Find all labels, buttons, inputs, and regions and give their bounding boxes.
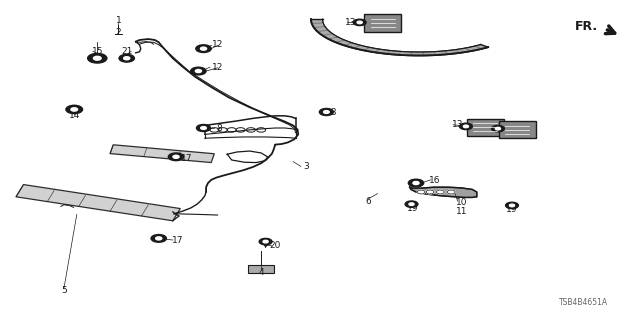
Polygon shape	[410, 187, 477, 197]
Text: 19: 19	[407, 204, 419, 212]
Polygon shape	[311, 19, 488, 55]
Circle shape	[436, 190, 444, 194]
Circle shape	[191, 67, 206, 75]
Circle shape	[259, 238, 272, 245]
Circle shape	[156, 237, 162, 240]
Circle shape	[263, 240, 268, 243]
Circle shape	[88, 53, 107, 63]
Circle shape	[196, 124, 211, 132]
Text: 3: 3	[303, 162, 308, 171]
Polygon shape	[16, 185, 180, 221]
Text: 17: 17	[172, 236, 184, 245]
Circle shape	[405, 201, 418, 207]
Circle shape	[201, 127, 206, 129]
Circle shape	[509, 204, 515, 207]
Text: FR.: FR.	[575, 20, 598, 33]
Circle shape	[492, 125, 504, 132]
Circle shape	[506, 202, 518, 209]
Text: 18: 18	[326, 108, 337, 117]
Circle shape	[463, 125, 468, 128]
Circle shape	[71, 108, 77, 111]
Circle shape	[409, 203, 414, 205]
Circle shape	[195, 69, 202, 73]
Text: 12: 12	[212, 63, 223, 72]
Text: 21: 21	[121, 47, 132, 56]
Circle shape	[196, 45, 211, 52]
Circle shape	[353, 19, 366, 26]
Polygon shape	[110, 145, 214, 163]
Text: 6: 6	[365, 197, 371, 206]
Text: 9: 9	[393, 18, 398, 27]
FancyBboxPatch shape	[364, 14, 401, 32]
Circle shape	[124, 57, 130, 60]
Circle shape	[357, 21, 362, 24]
Text: 20: 20	[269, 241, 281, 250]
Text: 19: 19	[506, 205, 518, 214]
Text: 16: 16	[429, 176, 441, 185]
Circle shape	[408, 179, 424, 187]
Text: 12: 12	[212, 40, 223, 49]
Circle shape	[413, 181, 419, 185]
FancyBboxPatch shape	[467, 119, 504, 136]
Bar	[248, 265, 274, 273]
Text: 5: 5	[61, 286, 67, 295]
Circle shape	[495, 127, 500, 130]
Circle shape	[151, 235, 166, 242]
Circle shape	[66, 105, 83, 114]
Text: 8: 8	[217, 124, 222, 133]
Text: 11: 11	[456, 207, 468, 216]
Text: 10: 10	[456, 198, 468, 207]
Text: 13: 13	[452, 120, 463, 129]
Text: 14: 14	[68, 111, 80, 120]
Circle shape	[324, 111, 329, 113]
FancyBboxPatch shape	[499, 121, 536, 139]
Text: 17: 17	[181, 154, 193, 163]
Text: 7: 7	[503, 125, 508, 134]
Circle shape	[93, 56, 101, 60]
Text: 1: 1	[116, 16, 121, 25]
Text: 15: 15	[92, 47, 103, 56]
Circle shape	[447, 190, 455, 194]
Text: TSB4B4651A: TSB4B4651A	[559, 298, 608, 307]
Circle shape	[417, 190, 425, 194]
Circle shape	[173, 155, 179, 158]
Text: 2: 2	[116, 28, 121, 36]
Circle shape	[168, 153, 184, 161]
Circle shape	[460, 123, 472, 130]
Circle shape	[119, 54, 134, 62]
Circle shape	[319, 108, 333, 116]
Text: 4: 4	[259, 268, 264, 277]
Text: 13: 13	[345, 18, 356, 27]
Circle shape	[200, 47, 207, 50]
Circle shape	[426, 190, 434, 194]
